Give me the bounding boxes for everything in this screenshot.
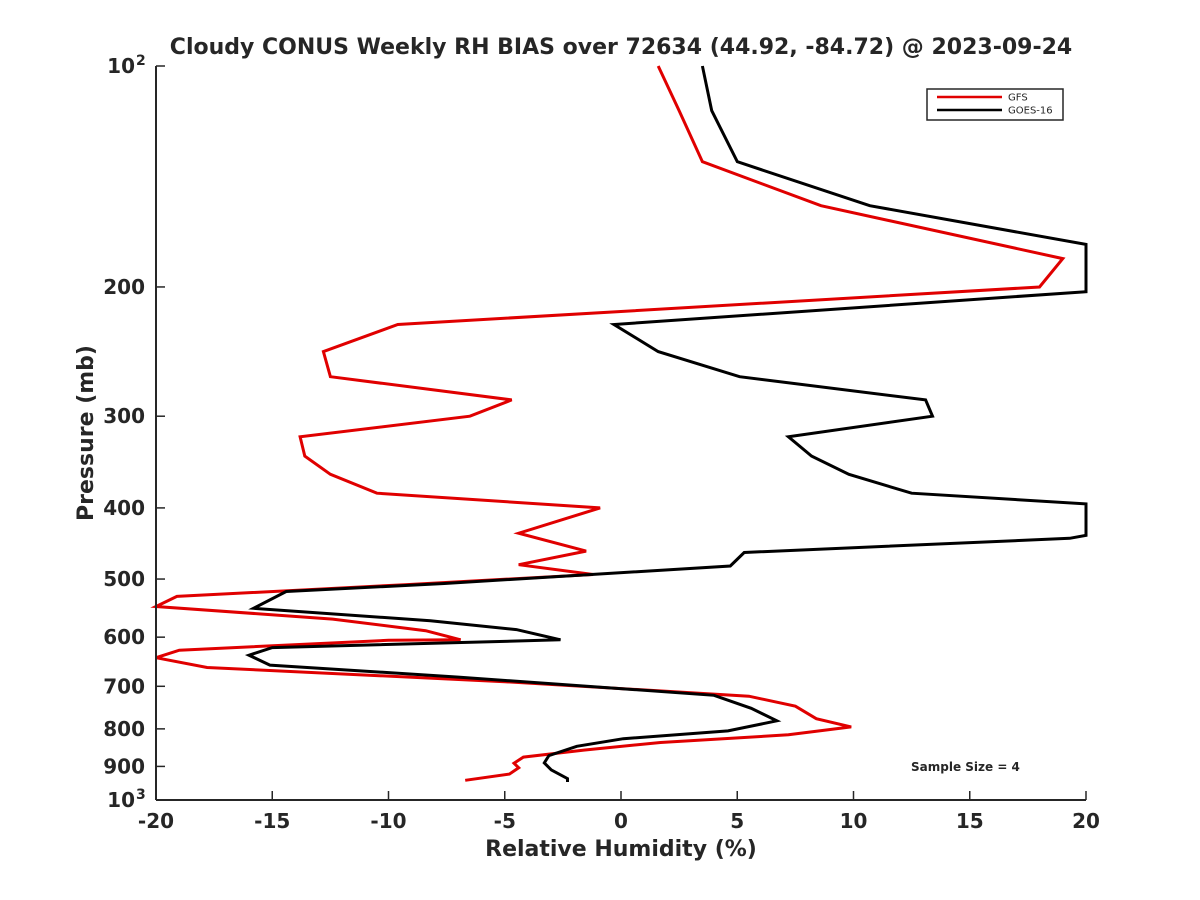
x-tick-label: -10 (370, 809, 406, 833)
x-tick-label: 10 (840, 809, 868, 833)
y-tick-label: 800 (103, 717, 145, 741)
y-tick-label: 400 (103, 496, 145, 520)
y-tick-label: 700 (103, 674, 145, 698)
x-axis-ticks: -20 -15 -10 -5 0 5 10 15 20 (138, 791, 1100, 833)
chart-title: Cloudy CONUS Weekly RH BIAS over 72634 (… (170, 35, 1072, 60)
y-tick-label: 900 (103, 754, 145, 778)
x-tick-label: 20 (1072, 809, 1100, 833)
legend-box (926, 88, 1064, 121)
y-tick-label: 500 (103, 567, 145, 591)
series-layer (150, 65, 1088, 782)
x-tick-label: 5 (730, 809, 744, 833)
series-line-goes-16 (244, 65, 1088, 782)
x-tick-label: -5 (494, 809, 516, 833)
x-tick-label: -20 (138, 809, 174, 833)
y-tick-label: 200 (103, 275, 145, 299)
y-axis-label: Pressure (mb) (74, 345, 99, 521)
legend: GFS GOES-16 (926, 88, 1064, 121)
plot-area (156, 66, 1086, 800)
legend-label-gfs: GFS (1008, 93, 1028, 104)
x-tick-label: 0 (614, 809, 628, 833)
sample-size-annotation: Sample Size = 4 (911, 760, 1020, 774)
legend-label-goes: GOES-16 (1008, 106, 1053, 117)
x-tick-label: 15 (956, 809, 984, 833)
y-tick-label: 10 (107, 54, 135, 78)
x-tick-label: -15 (254, 809, 290, 833)
y-tick-label: 300 (103, 404, 145, 428)
x-axis-label: Relative Humidity (%) (485, 837, 757, 862)
y-tick-label: 10 (107, 788, 135, 812)
y-tick-label: 600 (103, 625, 145, 649)
y-tick-exponent: 3 (136, 787, 146, 803)
y-tick-exponent: 2 (136, 53, 146, 69)
series-line-gfs (150, 65, 1066, 782)
